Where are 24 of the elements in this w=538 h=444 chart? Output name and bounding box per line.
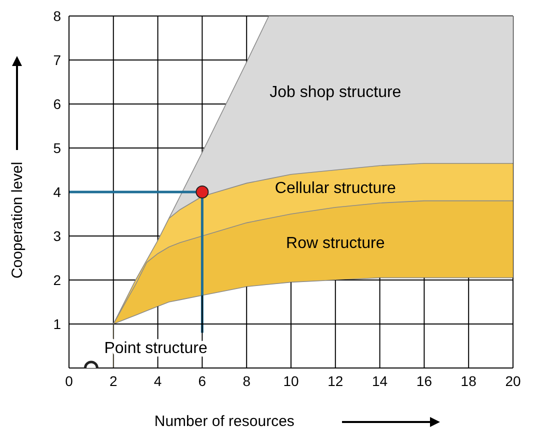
x-tick-label: 8 — [242, 372, 251, 389]
x-tick-label: 4 — [154, 372, 162, 389]
x-tick-label: 10 — [283, 372, 299, 389]
x-tick-label: 2 — [110, 372, 118, 389]
x-tick-label: 12 — [328, 372, 344, 389]
y-tick-label: 1 — [53, 316, 62, 332]
y-tick-label: 7 — [53, 52, 62, 68]
y-tick-label: 2 — [53, 272, 62, 288]
y-tick-label: 5 — [53, 140, 62, 156]
x-tick-label: 6 — [198, 372, 206, 389]
y-axis-title: Cooperation level — [9, 162, 26, 279]
y-tick-label: 4 — [53, 184, 62, 200]
series-label: Cellular structure — [274, 180, 396, 197]
x-tick-label: 0 — [65, 372, 74, 389]
y-tick-label: 6 — [53, 96, 62, 112]
x-tick-label: 20 — [505, 372, 521, 389]
x-axis-title: Number of resources — [154, 413, 294, 430]
y-tick-label: 8 — [53, 8, 62, 24]
y-tick-label: 3 — [53, 228, 62, 244]
x-tick-label: 14 — [372, 372, 388, 389]
series-label: Row structure — [286, 234, 385, 252]
x-tick-label: 18 — [460, 372, 477, 389]
series-label: Job shop structure — [270, 84, 402, 102]
x-tick-label: 16 — [416, 372, 432, 389]
